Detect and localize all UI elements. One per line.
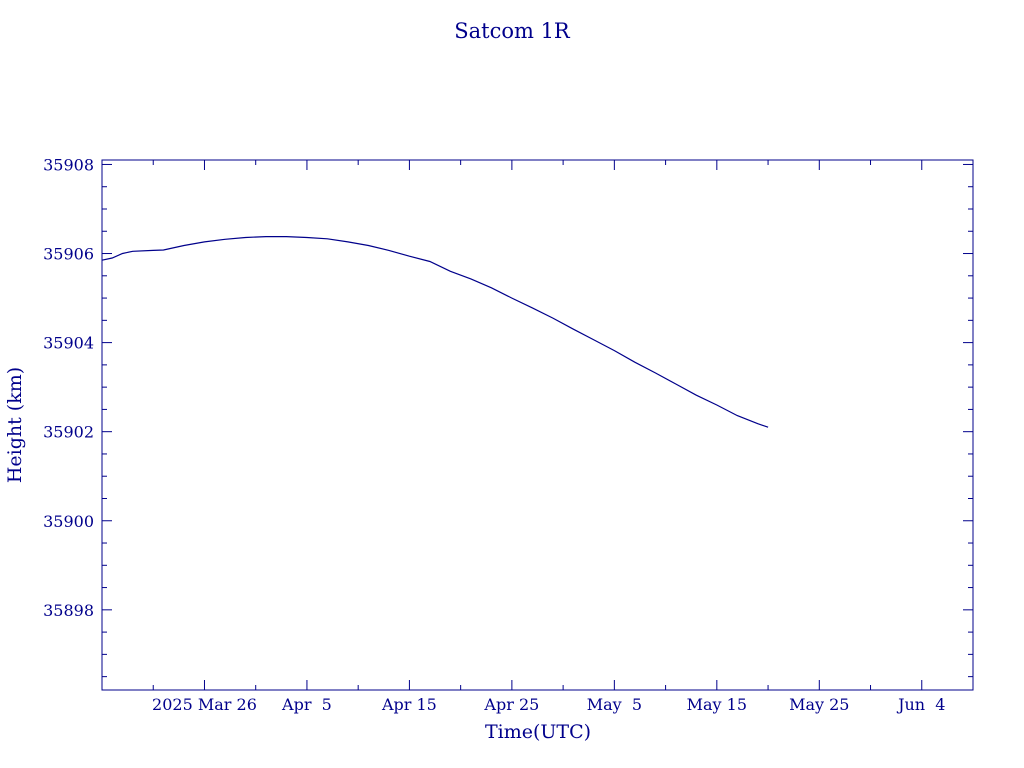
y-tick-label: 35900: [43, 512, 94, 531]
x-tick-label: May 15: [687, 695, 747, 714]
y-axis-label: Height (km): [4, 367, 26, 483]
y-tick-labels: 35898 35900 35902 35904 35906 35908: [43, 155, 94, 619]
height-series-line: [101, 236, 769, 428]
x-axis-label: Time(UTC): [485, 721, 591, 743]
x-tick-labels: 2025 Mar 26 Apr 5 Apr 15 Apr 25 May 5 May 15 M…: [152, 695, 945, 714]
major-ticks: [102, 160, 973, 690]
y-tick-label: 35902: [43, 423, 94, 442]
y-tick-label: 35906: [43, 245, 94, 264]
series-layer: [101, 236, 769, 428]
chart-title: Satcom 1R: [454, 19, 571, 43]
plot-frame: [101, 159, 974, 691]
x-tick-label: May 5: [587, 695, 642, 714]
plot-border: [101, 159, 974, 691]
minor-ticks: [102, 160, 974, 690]
y-tick-label: 35904: [43, 334, 94, 353]
y-tick-label: 35908: [43, 155, 94, 174]
x-tick-label: Apr 15: [381, 695, 437, 714]
x-tick-label: May 25: [789, 695, 849, 714]
x-tick-label: Apr 25: [483, 695, 539, 714]
x-tick-label: 2025 Mar 26: [152, 695, 257, 714]
y-tick-label: 35898: [43, 601, 94, 620]
x-tick-label: Apr 5: [281, 695, 332, 714]
x-tick-label: Jun 4: [896, 695, 945, 714]
